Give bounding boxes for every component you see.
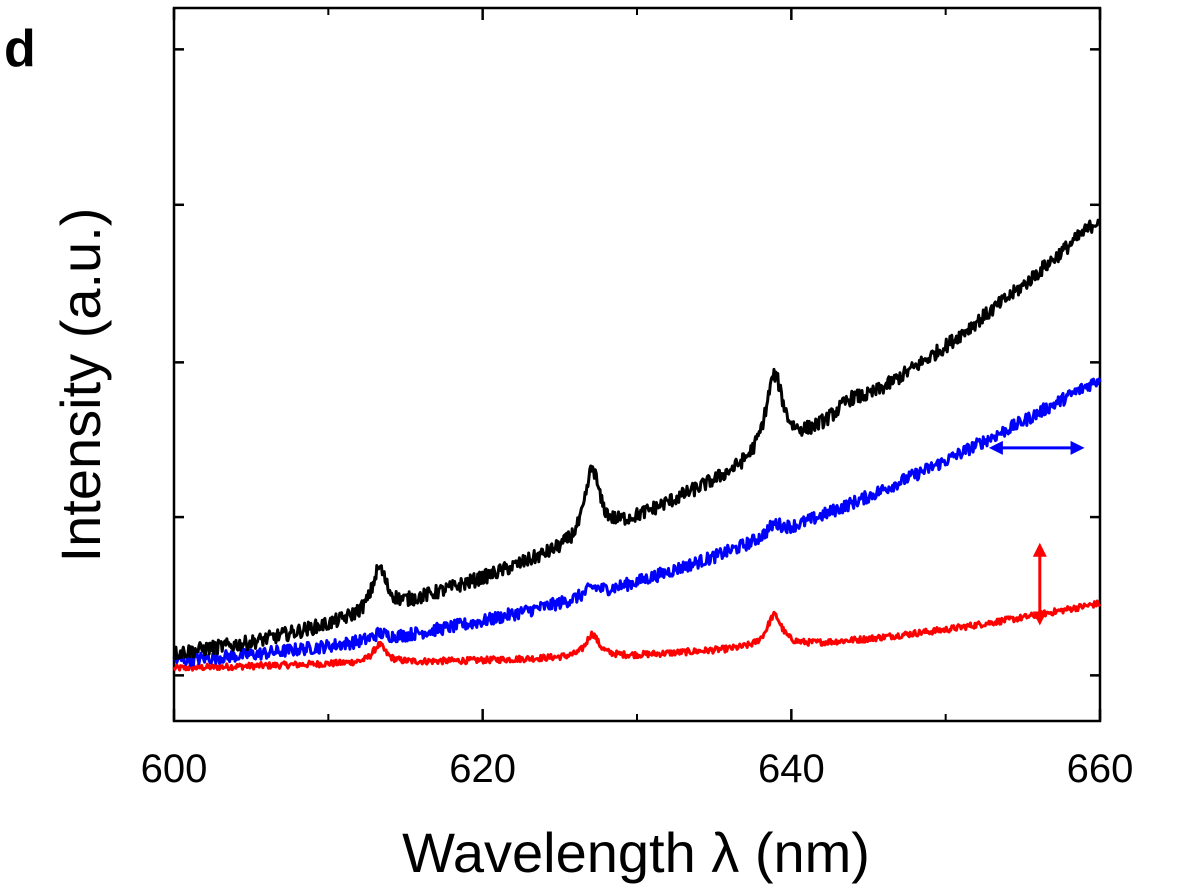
series-layer <box>172 218 1102 672</box>
panel-label: d <box>4 20 36 78</box>
blue-arrowhead-left <box>988 440 1003 455</box>
blue-arrowhead-right <box>1070 440 1085 455</box>
red-arrowhead-down <box>1032 611 1047 626</box>
annotation-layer <box>988 440 1085 626</box>
x-tick-label: 600 <box>141 747 208 791</box>
y-axis-title: Intensity (a.u.) <box>49 208 112 563</box>
x-tick-label: 660 <box>1067 747 1134 791</box>
plot-frame <box>172 6 1102 723</box>
x-tick-label: 620 <box>449 747 516 791</box>
tick-layer: 600 620 640 660 <box>141 8 1134 791</box>
x-axis-title: Wavelength λ (nm) <box>402 821 870 884</box>
series-line-2 <box>172 599 1102 672</box>
x-tick-label: 640 <box>758 747 825 791</box>
series-line-1 <box>172 377 1102 667</box>
red-arrowhead-up <box>1032 542 1047 557</box>
series-line-0 <box>172 218 1102 661</box>
